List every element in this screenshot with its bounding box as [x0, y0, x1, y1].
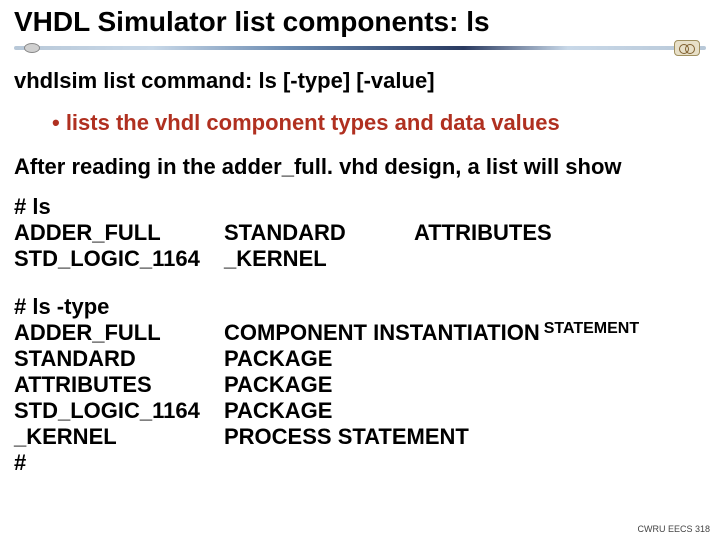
component-name: ADDER_FULL	[14, 220, 224, 246]
component-type: COMPONENT INSTANTIATION	[224, 320, 540, 346]
component-name: ATTRIBUTES	[414, 220, 706, 246]
statement-suffix: STATEMENT	[544, 320, 639, 346]
component-name: STD_LOGIC_1164	[14, 246, 224, 272]
ls-type-command: # ls -type	[14, 294, 224, 320]
component-name: ADDER_FULL	[14, 320, 224, 346]
component-name: _KERNEL	[224, 246, 414, 272]
divider-knob-icon	[24, 43, 40, 53]
divider-cap-icon	[674, 40, 700, 56]
page-title: VHDL Simulator list components: ls	[14, 6, 706, 38]
list-item: ATTRIBUTES PACKAGE	[14, 372, 706, 398]
component-name: STANDARD	[14, 346, 224, 372]
decorative-divider	[14, 46, 706, 50]
list-item: _KERNEL PROCESS STATEMENT	[14, 424, 706, 450]
component-type: PROCESS STATEMENT	[224, 424, 469, 450]
bullet-description: • lists the vhdl component types and dat…	[52, 110, 706, 136]
list-item: STD_LOGIC_1164 _KERNEL	[14, 246, 706, 272]
component-type: PACKAGE	[224, 398, 332, 424]
component-name: STD_LOGIC_1164	[14, 398, 224, 424]
ls-output-block: # ls ADDER_FULL STANDARD ATTRIBUTES STD_…	[14, 194, 706, 272]
slide: VHDL Simulator list components: ls vhdls…	[0, 0, 720, 508]
ls-type-output-block: # ls -type ADDER_FULL COMPONENT INSTANTI…	[14, 294, 706, 476]
component-type: PACKAGE	[224, 372, 332, 398]
list-item: STD_LOGIC_1164 PACKAGE	[14, 398, 706, 424]
list-item: ADDER_FULL STANDARD ATTRIBUTES	[14, 220, 706, 246]
component-name: ATTRIBUTES	[14, 372, 224, 398]
paragraph-intro: After reading in the adder_full. vhd des…	[14, 154, 706, 180]
command-syntax: vhdlsim list command: ls [-type] [-value…	[14, 68, 706, 94]
component-name: STANDARD	[224, 220, 414, 246]
footer-credit: CWRU EECS 318	[637, 524, 710, 534]
ls-command: # ls	[14, 194, 224, 220]
list-item: STANDARD PACKAGE	[14, 346, 706, 372]
prompt-hash: #	[14, 450, 224, 476]
list-item: ADDER_FULL COMPONENT INSTANTIATION STATE…	[14, 320, 706, 346]
component-name: _KERNEL	[14, 424, 224, 450]
component-type: PACKAGE	[224, 346, 332, 372]
